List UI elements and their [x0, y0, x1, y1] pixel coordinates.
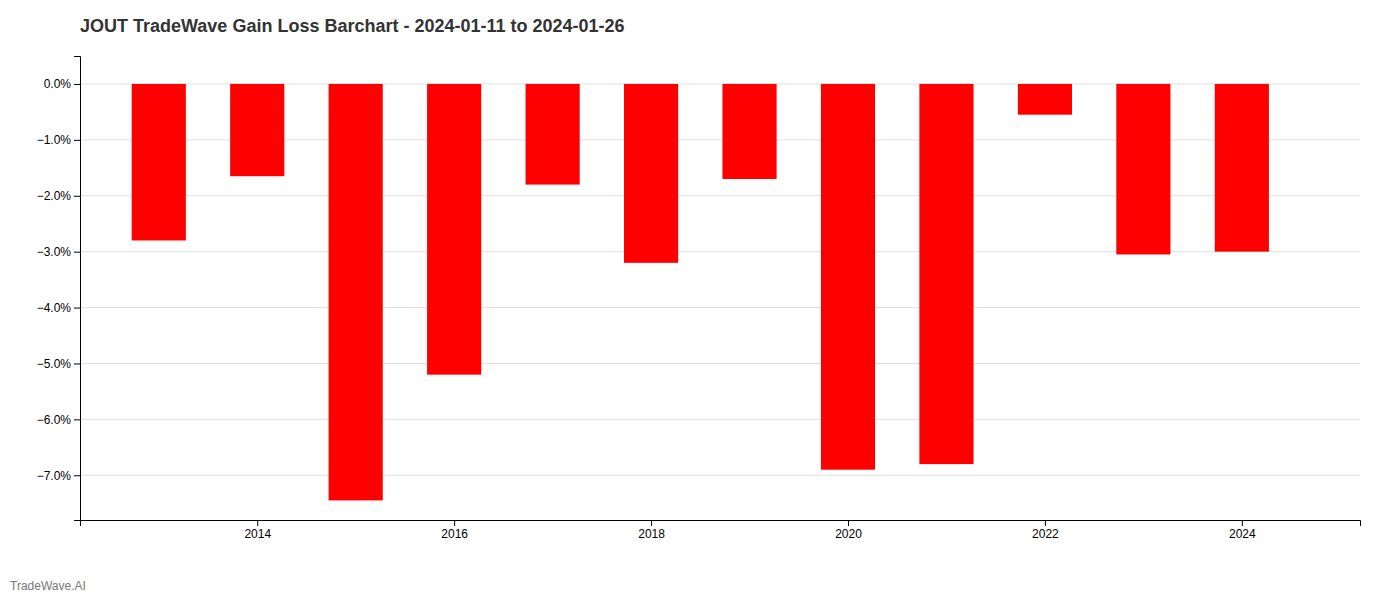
y-axis: 0.0% −1.0% −2.0% −3.0% −4.0% −5.0% −6.0% −7.0%	[37, 57, 81, 521]
y-tick: −2.0%	[37, 189, 80, 203]
x-tick: 2014	[244, 520, 271, 541]
y-tick-label: −7.0%	[37, 469, 72, 483]
y-tick-label: −5.0%	[37, 357, 72, 371]
y-tick-mark	[74, 363, 80, 364]
y-tick: 0.0%	[44, 77, 80, 91]
bar	[427, 84, 481, 375]
y-tick-mark	[74, 308, 80, 309]
plot: 2014 2016 2018 2020 2022 2024 0.0% −1.0% −2.0% −3…	[37, 57, 1361, 541]
grid	[80, 84, 1360, 475]
x-axis-line	[81, 521, 1361, 527]
x-tick-mark	[257, 520, 258, 526]
x-tick-label: 2022	[1032, 527, 1059, 541]
x-tick-label: 2014	[244, 527, 271, 541]
bar	[230, 84, 284, 176]
x-tick-mark	[651, 520, 652, 526]
grid-line	[80, 419, 1360, 420]
x-tick-mark	[848, 520, 849, 526]
y-tick: −5.0%	[37, 357, 80, 371]
x-tick: 2020	[835, 520, 862, 541]
y-tick-mark	[74, 140, 80, 141]
bar	[624, 84, 678, 263]
annotation: TradeWave.AI	[10, 579, 86, 593]
x-tick-label: 2018	[638, 527, 665, 541]
x-axis: 2014 2016 2018 2020 2022 2024	[81, 520, 1361, 541]
bar	[722, 84, 776, 179]
grid-line	[80, 307, 1360, 308]
bars	[132, 84, 1269, 500]
bar	[132, 84, 186, 241]
chart: 2014 2016 2018 2020 2022 2024 0.0% −1.0% −2.0% −3…	[0, 0, 1400, 600]
bar	[1116, 84, 1170, 255]
bar	[1215, 84, 1269, 252]
y-tick-label: −6.0%	[37, 413, 72, 427]
bar	[919, 84, 973, 464]
y-tick-mark	[74, 196, 80, 197]
y-tick-mark	[74, 84, 80, 85]
y-tick: −4.0%	[37, 301, 80, 315]
y-tick-label: −2.0%	[37, 189, 72, 203]
y-tick-label: −4.0%	[37, 301, 72, 315]
x-tick: 2016	[441, 520, 468, 541]
x-tick-mark	[1242, 520, 1243, 526]
y-tick-label: −1.0%	[37, 133, 72, 147]
y-tick: −1.0%	[37, 133, 80, 147]
title: JOUT TradeWave Gain Loss Barchart - 2024…	[80, 16, 625, 36]
y-tick: −7.0%	[37, 469, 80, 483]
y-axis-line	[74, 57, 81, 521]
bar	[821, 84, 875, 470]
x-tick-label: 2020	[835, 527, 862, 541]
y-tick-label: −3.0%	[37, 245, 72, 259]
bar	[1018, 84, 1072, 115]
y-tick-mark	[74, 252, 80, 253]
grid-line	[80, 475, 1360, 476]
x-tick-label: 2016	[441, 527, 468, 541]
x-tick-mark	[1045, 520, 1046, 526]
y-tick: −6.0%	[37, 413, 80, 427]
x-tick: 2022	[1032, 520, 1059, 541]
y-tick-mark	[74, 419, 80, 420]
y-tick-mark	[74, 475, 80, 476]
bar	[526, 84, 580, 185]
grid-line	[80, 363, 1360, 364]
x-tick: 2018	[638, 520, 665, 541]
y-tick: −3.0%	[37, 245, 80, 259]
x-tick-mark	[454, 520, 455, 526]
x-tick-label: 2024	[1229, 527, 1256, 541]
x-tick: 2024	[1229, 520, 1256, 541]
y-tick-label: 0.0%	[44, 77, 72, 91]
bar	[329, 84, 383, 500]
